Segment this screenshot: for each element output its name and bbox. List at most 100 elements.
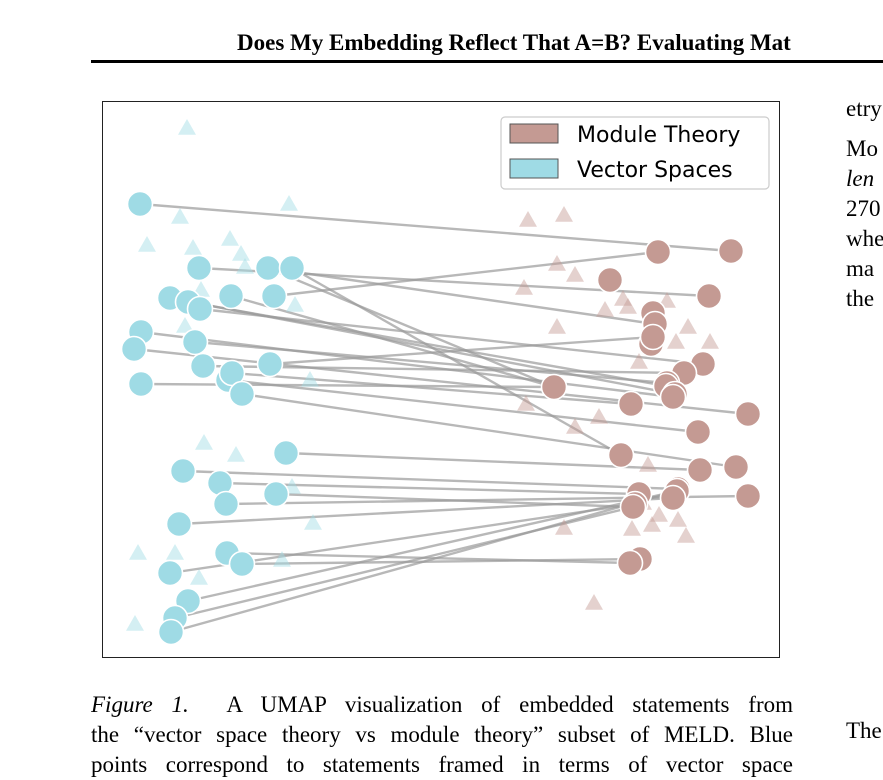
module-triangle-point xyxy=(619,298,637,314)
link-line xyxy=(285,451,701,472)
module-triangle-point xyxy=(548,255,566,271)
vector-triangle-point xyxy=(221,230,239,246)
circle-points xyxy=(120,190,762,646)
legend-swatch-module-theory xyxy=(509,123,559,144)
vector-space-point xyxy=(228,380,256,408)
vector-space-point xyxy=(127,370,155,398)
link-line xyxy=(202,364,685,375)
caption-line-3: points correspond to statements framed i… xyxy=(91,752,793,777)
link-line xyxy=(219,481,640,496)
vector-space-point xyxy=(217,282,245,310)
vector-space-point xyxy=(189,352,217,380)
module-triangle-point xyxy=(669,511,687,527)
link-line xyxy=(227,378,699,434)
link-line xyxy=(230,294,555,389)
module-triangle-point xyxy=(548,318,566,334)
vector-triangle-point xyxy=(178,119,196,135)
vector-space-point xyxy=(228,550,256,578)
link-line xyxy=(170,489,678,634)
vector-space-point xyxy=(254,254,282,282)
vector-triangle-point xyxy=(280,195,298,211)
link-line xyxy=(139,202,732,253)
link-line xyxy=(231,371,632,406)
module-triangle-point xyxy=(515,279,533,295)
vector-triangle-point xyxy=(232,245,250,261)
link-lines xyxy=(133,202,749,634)
vector-triangle-point xyxy=(184,239,202,255)
vector-triangle-point xyxy=(286,296,304,312)
vector-triangle-point xyxy=(301,371,319,387)
vector-space-point xyxy=(262,480,290,508)
umap-scatter-plot: Module Theory Vector Spaces xyxy=(120,116,770,646)
vector-triangle-point xyxy=(129,544,147,560)
vector-space-point xyxy=(169,457,197,485)
link-line xyxy=(267,266,555,389)
vector-space-point xyxy=(157,618,185,646)
module-triangle-point xyxy=(650,506,668,522)
link-line xyxy=(275,492,634,509)
module-triangle-point xyxy=(590,408,608,424)
module-theory-point xyxy=(607,441,635,469)
vector-space-point xyxy=(185,254,213,282)
link-line xyxy=(133,347,749,416)
figure-caption: Figure 1. A UMAP visualization of embedd… xyxy=(91,690,793,780)
link-line xyxy=(291,266,622,457)
vector-space-point xyxy=(256,350,284,378)
caption-line-1: Figure 1. A UMAP visualization of embedd… xyxy=(91,690,793,720)
vector-triangle-point xyxy=(304,514,322,530)
module-theory-point xyxy=(717,237,745,265)
legend-label-vector-spaces: Vector Spaces xyxy=(577,158,733,183)
legend-swatch-vector-spaces xyxy=(509,158,559,179)
right-column-bottom-text: The xyxy=(846,718,882,743)
module-triangle-point xyxy=(585,594,603,610)
chart-legend: Module Theory Vector Spaces xyxy=(500,116,770,190)
vector-triangle-point xyxy=(273,551,291,567)
header-rule xyxy=(91,60,883,63)
link-line xyxy=(187,489,678,603)
vector-triangle-point xyxy=(227,446,245,462)
caption-line-2: the “vector space theory vs module theor… xyxy=(91,722,793,747)
link-line xyxy=(241,557,641,566)
caption-text: A UMAP visualization of embedded stateme… xyxy=(226,692,793,717)
module-triangle-point xyxy=(623,520,641,536)
right-column-line: 270 xyxy=(846,196,881,221)
vector-triangle-point xyxy=(190,569,208,585)
module-theory-point xyxy=(686,456,714,484)
module-theory-point xyxy=(617,390,645,418)
module-theory-point xyxy=(722,453,750,481)
link-line xyxy=(241,392,737,469)
vector-space-point xyxy=(186,295,214,323)
module-triangle-point xyxy=(614,290,632,306)
module-triangle-point xyxy=(555,519,573,535)
module-triangle-point xyxy=(667,333,685,349)
module-triangle-point xyxy=(519,211,537,227)
module-triangle-point xyxy=(596,301,614,317)
vector-space-point xyxy=(272,439,300,467)
module-triangle-point xyxy=(643,516,661,532)
module-theory-point xyxy=(734,482,762,510)
vector-triangle-point xyxy=(176,317,194,333)
module-triangle-point xyxy=(701,333,719,349)
figure-umap-plot: Module Theory Vector Spaces xyxy=(102,101,780,658)
link-line xyxy=(267,266,656,326)
module-theory-point xyxy=(596,266,624,294)
right-column-line: ma xyxy=(846,256,875,281)
module-triangle-point xyxy=(639,456,657,472)
link-line xyxy=(199,307,704,366)
vector-triangle-point xyxy=(166,544,184,560)
link-line xyxy=(182,469,679,491)
vector-triangle-point xyxy=(171,208,189,224)
right-column-text: etry Mo len 270 whe ma the xyxy=(846,94,883,314)
legend-label-module-theory: Module Theory xyxy=(577,123,740,148)
vector-space-point xyxy=(120,335,148,363)
vector-space-point xyxy=(212,490,240,518)
module-theory-point xyxy=(659,484,687,512)
module-theory-point xyxy=(734,400,762,428)
module-theory-point xyxy=(540,373,568,401)
link-line xyxy=(194,340,668,385)
module-theory-point xyxy=(639,323,667,351)
right-column-line: len xyxy=(846,166,875,191)
vector-space-point xyxy=(126,190,154,218)
vector-triangle-point xyxy=(138,236,156,252)
link-line xyxy=(140,330,674,399)
